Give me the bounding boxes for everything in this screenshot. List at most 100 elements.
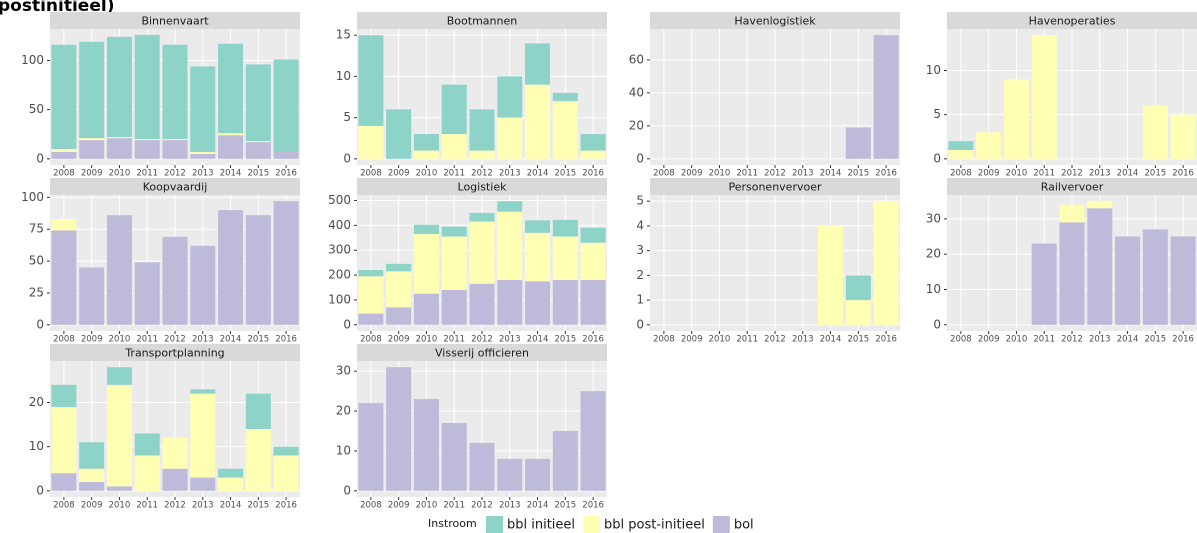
x-tick-label: 2012 [1061,335,1083,345]
bar [497,458,523,491]
bar [51,406,77,474]
x-tick-label: 2013 [499,501,521,511]
strip [50,12,300,29]
x-tick-label: 2015 [1145,335,1167,345]
bar [580,134,606,151]
bar [873,201,899,325]
y-tick-label: 0 [933,151,941,165]
y-tick-label: 5 [636,194,644,208]
x-tick-label: 2009 [81,501,103,511]
x-tick-label: 2016 [582,501,604,511]
bar [497,280,523,325]
bar [525,43,551,85]
bar [1031,243,1057,325]
x-tick-label: 2012 [164,335,186,345]
x-tick-label: 2010 [709,169,731,179]
y-tick-label: 10 [336,443,351,457]
bar [51,230,77,325]
bar [273,150,299,159]
x-tick-label: 2016 [875,169,897,179]
x-tick-label: 2013 [1089,169,1111,179]
bar [79,442,105,469]
x-tick-label: 2012 [1061,169,1083,179]
bar [162,139,188,141]
x-tick-label: 2008 [950,335,972,345]
y-tick-label: 2 [636,268,644,282]
x-tick-label: 2014 [527,501,549,511]
x-tick-label: 2011 [443,169,465,179]
bar [525,84,551,159]
y-tick-label: 0 [343,483,351,497]
bar [218,210,244,325]
x-tick-label: 2013 [192,169,214,179]
strip [357,12,607,29]
x-tick-label: 2012 [164,169,186,179]
y-tick-label: 300 [328,243,351,257]
x-tick-label: 2014 [1117,169,1139,179]
y-tick-label: 10 [29,439,44,453]
bar [134,455,160,491]
strip [947,12,1197,29]
y-tick-label: 30 [336,364,351,378]
bar [79,41,105,139]
bar [218,477,244,491]
x-tick-label: 2011 [443,501,465,511]
bar [358,313,384,325]
bar [1142,229,1168,325]
bar [469,442,495,491]
bar [497,76,523,118]
strip [50,344,300,361]
bar [1003,79,1029,159]
x-tick-label: 2011 [443,335,465,345]
bar [79,140,105,159]
legend-label: bbl post-initieel [604,518,705,533]
y-tick-label: 10 [926,282,941,296]
bar [162,468,188,491]
x-tick-label: 2009 [681,169,703,179]
x-tick-label: 2015 [248,501,270,511]
x-tick-label: 2015 [848,169,870,179]
x-tick-label: 2014 [220,501,242,511]
x-tick-label: 2008 [53,335,75,345]
x-tick-label: 2013 [792,335,814,345]
bar [79,481,105,491]
bar [358,403,384,491]
x-tick-label: 2010 [416,501,438,511]
x-tick-label: 2014 [220,169,242,179]
bar [441,226,467,237]
bar [469,212,495,222]
bar [1087,208,1113,325]
bar [469,221,495,284]
bar [580,150,606,159]
bar [218,43,244,134]
bar [245,141,271,143]
bar [441,289,467,325]
x-tick-label: 2015 [1145,169,1167,179]
legend-swatch [486,516,503,533]
bar [79,138,105,141]
bar [273,455,299,491]
legend-label: bbl initieel [507,518,575,533]
facet-title: Havenlogistiek [734,15,816,28]
x-tick-label: 2016 [1172,335,1194,345]
bar [386,307,412,325]
facet-title: Personenvervoer [728,181,822,194]
bar [386,367,412,491]
y-tick-label: 0 [36,317,44,331]
bar [51,148,77,152]
x-tick-label: 2015 [248,169,270,179]
bar [358,276,384,314]
x-tick-label: 2014 [527,169,549,179]
x-tick-label: 2008 [360,501,382,511]
strip [357,344,607,361]
x-tick-label: 2014 [527,335,549,345]
x-tick-label: 2012 [471,169,493,179]
bar [245,429,271,491]
x-tick-label: 2016 [275,335,297,345]
x-tick-label: 2009 [81,335,103,345]
bar [51,44,77,149]
x-tick-label: 2015 [248,335,270,345]
bar [1115,236,1141,325]
y-tick-label: 4 [636,218,644,232]
bar [818,225,844,325]
